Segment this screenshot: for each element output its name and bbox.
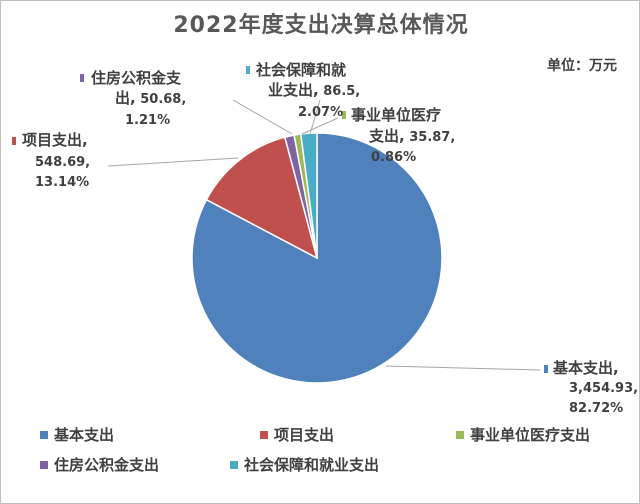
data-label-name-0: 基本支出, xyxy=(552,359,619,377)
data-label-name-2: 事业单位医疗 xyxy=(351,106,441,124)
chart-title: 2022年度支出决算总体情况 xyxy=(173,13,469,38)
legend-swatch-2 xyxy=(456,431,464,439)
label-marker-2 xyxy=(342,111,346,119)
label-marker-3 xyxy=(80,74,84,82)
leader-line-4 xyxy=(309,99,321,135)
label-marker-4 xyxy=(246,66,250,74)
data-label-value-4: 业支出, 86.5, xyxy=(268,81,360,99)
data-label-name-1: 项目支出, xyxy=(22,131,88,149)
data-label-value-3: 出, 50.68, xyxy=(115,89,186,107)
data-label-value-1: 548.69, xyxy=(35,155,90,170)
legend-swatch-3 xyxy=(40,461,48,469)
data-label-percent-2: 0.86% xyxy=(371,150,416,165)
leader-line-3 xyxy=(232,99,293,135)
pie-slice-1 xyxy=(205,136,319,260)
label-marker-0 xyxy=(544,365,548,373)
legend-swatch-4 xyxy=(230,461,238,469)
leader-line-1 xyxy=(107,157,239,167)
legend-item-0: 基本支出 xyxy=(53,426,114,444)
leader-line-0 xyxy=(385,365,541,371)
data-label-percent-1: 13.14% xyxy=(35,175,89,190)
data-label-name-4: 社会保障和就 xyxy=(255,61,346,79)
legend-item-1: 项目支出 xyxy=(274,426,334,444)
pie-slice-4 xyxy=(299,132,318,259)
label-marker-1 xyxy=(12,137,16,145)
unit-label: 单位：万元 xyxy=(547,58,617,74)
data-label-percent-3: 1.21% xyxy=(125,113,170,128)
legend-item-3: 住房公积金支出 xyxy=(54,456,159,474)
legend-item-4: 社会保障和就业支出 xyxy=(243,456,379,474)
legend-item-2: 事业单位医疗支出 xyxy=(470,426,590,444)
data-label-name-3: 住房公积金支 xyxy=(91,69,182,87)
data-label-value-0: 3,454.93, xyxy=(569,381,638,396)
data-label-percent-0: 82.72% xyxy=(569,401,623,416)
leader-line-2 xyxy=(301,117,339,135)
data-label-value-2: 支出, 35.87, xyxy=(368,127,455,145)
legend-swatch-1 xyxy=(260,431,268,439)
data-label-percent-4: 2.07% xyxy=(298,105,343,120)
legend-swatch-0 xyxy=(40,431,48,439)
